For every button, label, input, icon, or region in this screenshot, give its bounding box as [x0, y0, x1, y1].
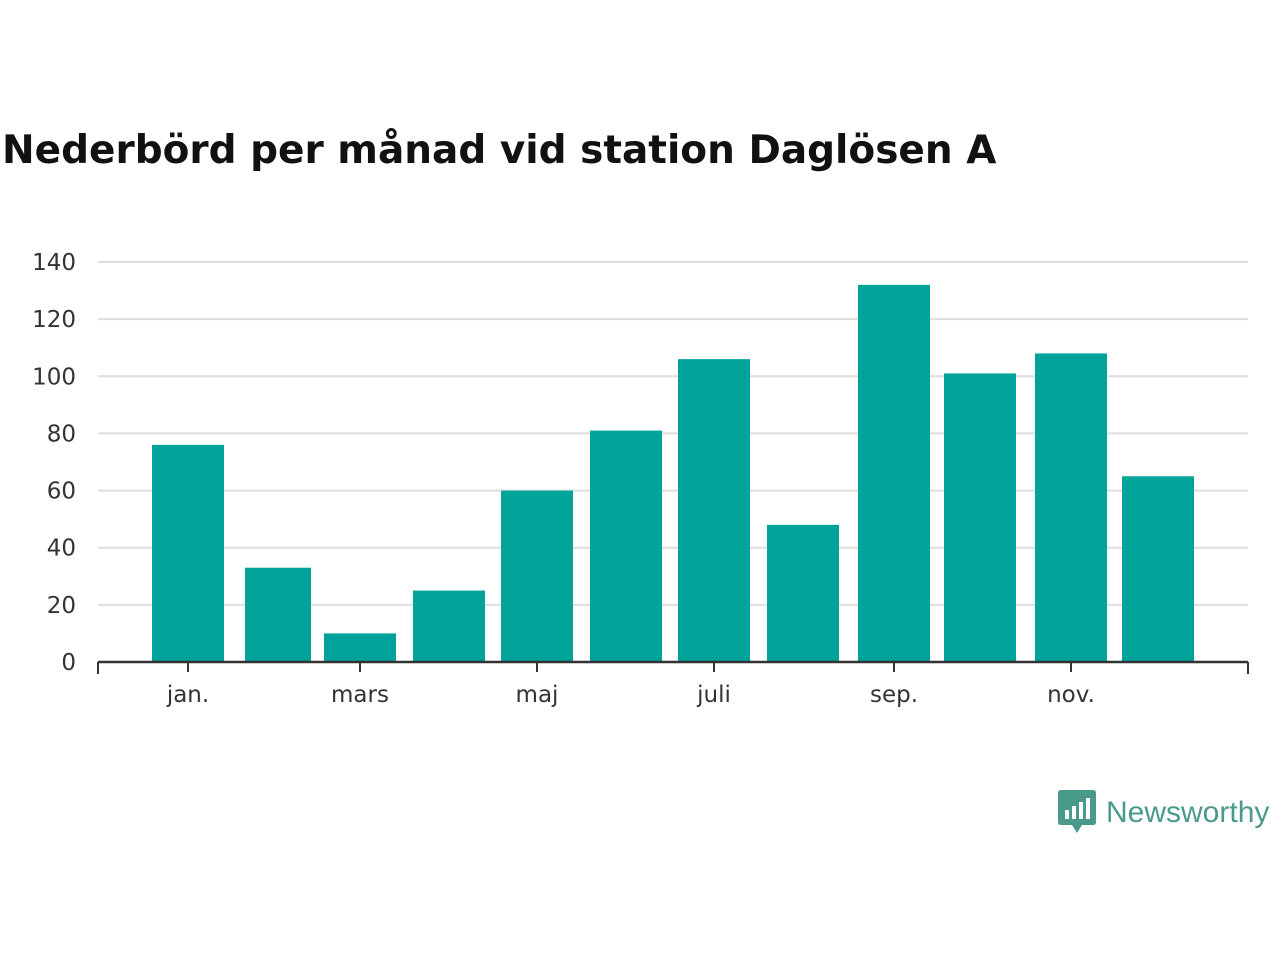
y-tick-label: 40: [47, 536, 76, 562]
axes: 0 20 40 60 80 100 120 140 jan. mars maj juli sep. nov…: [32, 250, 1249, 708]
bar-okt: [944, 373, 1016, 662]
y-tick-label: 80: [47, 421, 76, 447]
chart-title: Nederbörd per månad vid station Daglösen…: [2, 128, 997, 173]
bar-mars: [324, 633, 396, 662]
brand-logo: Newsworthy: [1058, 790, 1269, 836]
bar-sep: [858, 284, 930, 662]
bar-dec: [1122, 476, 1194, 662]
y-tick-label: 60: [47, 479, 76, 505]
bars: [152, 284, 1194, 662]
bar-maj: [501, 490, 573, 662]
y-tick-label: 20: [47, 593, 76, 619]
x-tick-label: nov.: [1047, 682, 1095, 708]
bar-aug: [767, 524, 839, 662]
bar-nov: [1035, 353, 1107, 662]
bar-jan: [152, 444, 224, 662]
bar-apr: [413, 590, 485, 662]
bar-juli: [678, 359, 750, 662]
x-tick-label: mars: [331, 682, 389, 708]
y-tick-label: 100: [32, 364, 76, 390]
bar-juni: [590, 430, 662, 662]
y-tick-label: 120: [32, 307, 76, 333]
y-tick-label: 140: [32, 250, 76, 276]
brand-name: Newsworthy: [1106, 796, 1270, 829]
bar-chart-icon: [1058, 790, 1096, 833]
x-tick-label: jan.: [166, 682, 209, 708]
x-tick-label: maj: [516, 682, 559, 708]
x-tick-label: sep.: [870, 682, 918, 708]
bar-feb: [245, 567, 311, 662]
y-tick-label: 0: [61, 650, 76, 676]
x-tick-label: juli: [696, 682, 731, 708]
